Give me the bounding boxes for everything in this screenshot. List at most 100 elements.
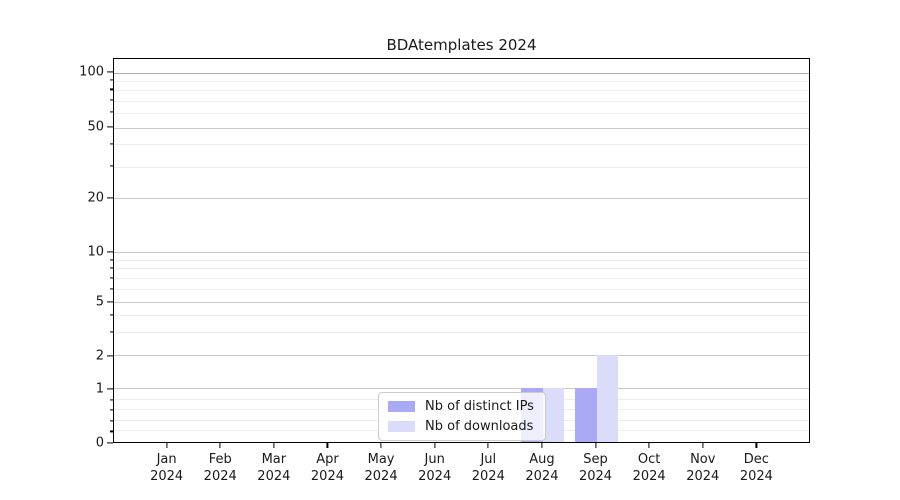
minor-gridline xyxy=(114,81,809,83)
y-tick-label: 2 xyxy=(95,348,104,364)
month-label: May xyxy=(367,452,395,467)
plot-area xyxy=(113,58,810,443)
x-tick-label: Nov 2024 xyxy=(686,451,719,485)
minor-gridline xyxy=(114,100,809,102)
y-tick-mark xyxy=(107,251,113,253)
minor-gridline xyxy=(114,166,809,168)
month-label: Dec xyxy=(743,452,769,467)
legend-item-downloads: Nb of downloads xyxy=(388,418,536,435)
y-tick-label: 10 xyxy=(87,244,104,260)
y-minor-tick-mark xyxy=(110,430,113,432)
year-label: 2024 xyxy=(578,469,613,484)
chart-title: BDAtemplates 2024 xyxy=(386,36,537,54)
x-tick-label: May 2024 xyxy=(365,451,398,485)
year-label: 2024 xyxy=(150,469,184,484)
y-tick-mark xyxy=(107,442,113,444)
minor-gridline xyxy=(114,90,809,92)
bar-downloads xyxy=(542,388,565,442)
major-gridline xyxy=(114,72,809,74)
x-tick-mark xyxy=(648,443,650,448)
year-label: 2024 xyxy=(364,469,398,484)
legend-label: Nb of distinct IPs xyxy=(425,399,534,414)
y-minor-tick-mark xyxy=(110,288,113,290)
x-tick-label: Apr 2024 xyxy=(311,451,344,485)
legend-item-distinct-ips: Nb of distinct IPs xyxy=(388,398,536,415)
y-minor-tick-mark xyxy=(110,99,113,101)
month-label: Jul xyxy=(480,452,497,467)
year-label: 2024 xyxy=(525,469,559,484)
y-minor-tick-mark xyxy=(110,420,113,422)
y-tick-label: 50 xyxy=(87,119,104,135)
major-gridline xyxy=(114,198,809,200)
major-gridline xyxy=(114,355,809,357)
x-tick-label: Jun 2024 xyxy=(418,451,451,485)
x-tick-label: Oct 2024 xyxy=(633,451,666,485)
x-tick-label: Sep 2024 xyxy=(579,451,612,485)
y-tick-label: 0 xyxy=(95,435,104,451)
y-axis-ticks xyxy=(107,58,113,444)
year-label: 2024 xyxy=(418,469,452,484)
x-tick-mark xyxy=(434,443,436,448)
minor-gridline xyxy=(114,331,809,333)
minor-gridline xyxy=(114,288,809,290)
y-minor-tick-mark xyxy=(110,258,113,261)
y-tick-label: 20 xyxy=(87,190,104,206)
month-label: Oct xyxy=(637,452,661,467)
x-tick-mark xyxy=(380,443,382,448)
y-minor-tick-mark xyxy=(110,79,113,81)
x-tick-mark xyxy=(219,443,221,448)
year-label: 2024 xyxy=(739,469,773,484)
month-label: Jun xyxy=(424,452,445,467)
y-minor-tick-mark xyxy=(110,88,113,91)
month-label: Nov xyxy=(690,452,716,467)
x-tick-mark xyxy=(541,443,543,448)
month-label: Jan xyxy=(156,452,177,467)
y-minor-tick-mark xyxy=(110,165,113,167)
x-tick-label: Jan 2024 xyxy=(150,451,183,485)
y-minor-tick-mark xyxy=(110,267,113,269)
x-tick-mark xyxy=(702,443,704,448)
x-tick-mark xyxy=(273,443,275,448)
y-tick-mark xyxy=(107,71,113,73)
x-tick-mark xyxy=(326,443,329,448)
x-tick-label: Mar 2024 xyxy=(257,451,290,485)
minor-gridline xyxy=(114,277,809,279)
y-minor-tick-mark xyxy=(110,331,113,333)
y-tick-label: 1 xyxy=(95,381,104,397)
month-label: Mar xyxy=(261,452,287,467)
x-axis: Jan 2024 Feb 2024 Mar 2024 Apr 2024 May 2024 Jun 20… xyxy=(113,443,810,493)
minor-gridline xyxy=(114,144,809,146)
y-minor-tick-mark xyxy=(110,399,113,401)
y-tick-label: 100 xyxy=(79,64,104,80)
bar-downloads xyxy=(596,355,619,442)
month-label: Feb xyxy=(208,452,232,467)
bar-distinct-ips xyxy=(575,388,597,442)
downloads-swatch-icon xyxy=(388,421,415,432)
x-tick-label: Jul 2024 xyxy=(472,451,505,485)
x-tick-label: Dec 2024 xyxy=(740,451,773,485)
y-tick-label: 5 xyxy=(95,294,104,310)
month-label: Aug xyxy=(529,452,555,467)
y-axis-labels: 0 1 2 5 10 20 50 100 xyxy=(0,58,104,451)
y-tick-mark xyxy=(107,388,113,390)
major-gridline xyxy=(114,388,809,390)
y-tick-mark xyxy=(107,355,113,357)
major-gridline xyxy=(114,301,809,303)
year-label: 2024 xyxy=(203,469,237,484)
legend: Nb of distinct IPs Nb of downloads xyxy=(378,392,546,441)
y-minor-tick-mark xyxy=(110,314,113,316)
month-label: Sep xyxy=(583,452,608,467)
year-label: 2024 xyxy=(686,469,720,484)
y-minor-tick-mark xyxy=(110,111,113,113)
x-tick-mark xyxy=(487,443,489,448)
y-minor-tick-mark xyxy=(110,409,113,411)
x-tick-mark xyxy=(755,443,757,448)
major-gridline xyxy=(114,127,809,129)
y-minor-tick-mark xyxy=(110,277,113,279)
y-tick-mark xyxy=(107,126,113,128)
x-tick-mark xyxy=(166,443,168,448)
year-label: 2024 xyxy=(632,469,666,484)
minor-gridline xyxy=(114,268,809,269)
minor-gridline xyxy=(114,259,809,261)
x-tick-label: Feb 2024 xyxy=(204,451,237,485)
